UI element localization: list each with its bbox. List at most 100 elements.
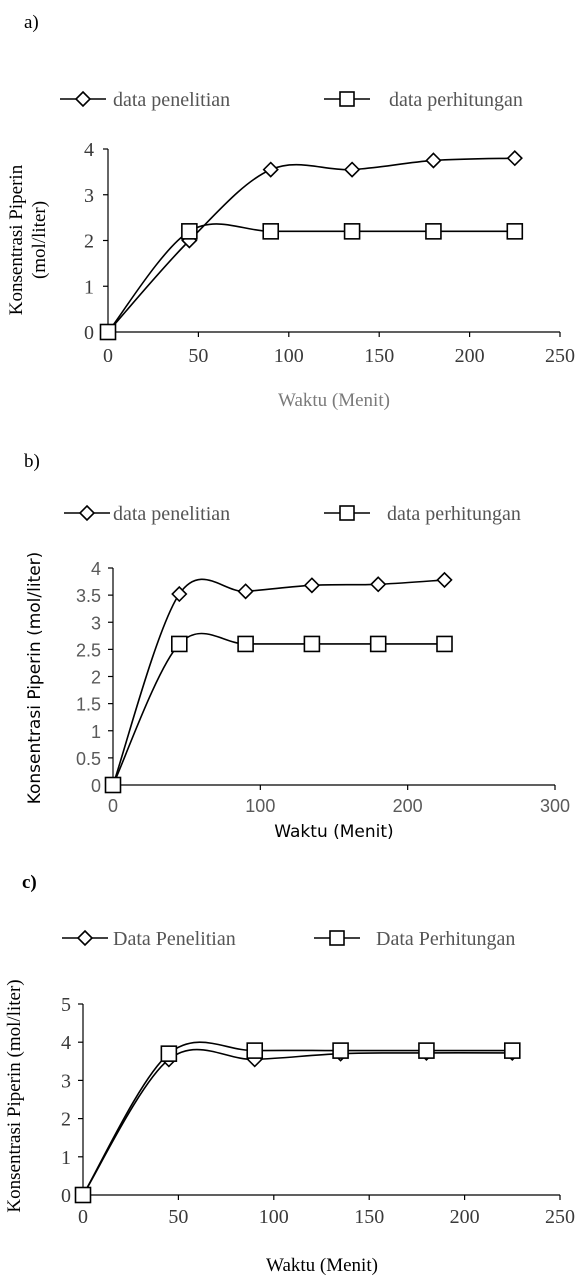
panel-label-a: a) <box>24 12 39 33</box>
x-tick-label: 200 <box>455 345 485 367</box>
y-tick-label: 0 <box>91 776 101 796</box>
data-point-square <box>181 223 198 240</box>
data-point-square <box>418 1042 435 1059</box>
data-point-square <box>246 1042 264 1059</box>
data-point-diamond <box>425 152 442 169</box>
data-point-square <box>343 223 361 240</box>
chart-panel-b: b) data penelitian data perhitungan Kons… <box>24 451 570 842</box>
legend-b: data penelitian data perhitungan <box>64 503 521 525</box>
x-tick-label: 100 <box>274 345 304 367</box>
data-point-square <box>506 223 524 240</box>
x-tick-label: 100 <box>245 796 275 816</box>
data-point-square <box>104 776 122 794</box>
y-tick-label: 1.5 <box>76 695 101 715</box>
x-tick-label: 150 <box>354 1206 384 1228</box>
data-point-diamond <box>262 161 279 178</box>
data-point-diamond <box>436 571 453 589</box>
legend-square-marker-b <box>339 505 355 521</box>
data-point-square <box>74 1186 92 1204</box>
panel-label-c: c) <box>22 872 37 893</box>
series-line-data-perhitungan-b <box>112 632 445 786</box>
series-line-data-penelitian-c <box>82 1048 513 1196</box>
x-tick-label: 200 <box>450 1206 480 1228</box>
data-point-diamond <box>370 576 387 593</box>
legend-label-penelitian-a: data penelitian <box>113 89 230 111</box>
y-axis-title-c: Konsentrasi Piperin (mol/liter) <box>4 979 25 1212</box>
y-tick-label: 3 <box>84 185 94 207</box>
data-point-square <box>369 635 387 653</box>
data-point-square <box>237 635 254 653</box>
data-point-square <box>332 1042 349 1059</box>
series-line-data-penelitian-a <box>107 157 515 333</box>
data-point-square <box>99 323 117 341</box>
legend-label-perhitungan-a: data perhitungan <box>389 89 523 111</box>
data-point-diamond <box>303 577 321 594</box>
y-tick-label: 5 <box>61 994 71 1016</box>
legend-diamond-marker-c <box>76 929 94 947</box>
data-point-square <box>503 1042 521 1059</box>
y-tick-label: 0.5 <box>76 749 101 769</box>
y-axis-title-a-line1: Konsentrasi Piperin <box>6 164 27 315</box>
legend-square-marker-c <box>329 930 345 946</box>
y-tick-label: 0 <box>61 1185 71 1207</box>
y-tick-label: 2 <box>84 231 94 253</box>
series-line-data-perhitungan-c <box>82 1041 513 1196</box>
legend-a: data penelitian data perhitungan <box>60 89 523 111</box>
data-point-diamond <box>506 150 523 167</box>
x-tick-label: 100 <box>259 1206 289 1228</box>
x-tick-label: 0 <box>103 345 113 367</box>
y-axis-title-b: Konsentrasi Piperin (mol/liter) <box>25 552 45 805</box>
x-axis-title-c: Waktu (Menit) <box>266 1255 378 1276</box>
x-tick-label: 250 <box>545 1206 575 1228</box>
chart-panel-c: c) Data Penelitian Data Perhitungan Kons… <box>4 872 575 1276</box>
x-axis-title-a: Waktu (Menit) <box>278 390 390 411</box>
legend-label-penelitian-b: data penelitian <box>113 503 230 525</box>
data-point-diamond <box>171 585 188 603</box>
data-point-diamond <box>237 583 254 600</box>
legend-label-penelitian-c: Data Penelitian <box>113 928 236 950</box>
x-tick-label: 200 <box>393 796 423 816</box>
data-point-square <box>160 1045 178 1062</box>
legend-label-perhitungan-c: Data Perhitungan <box>376 928 515 950</box>
y-tick-label: 3 <box>91 613 101 633</box>
y-tick-label: 1 <box>84 276 94 298</box>
legend-c: Data Penelitian Data Perhitungan <box>62 928 515 950</box>
x-tick-label: 50 <box>188 345 208 367</box>
x-tick-label: 300 <box>540 796 570 816</box>
data-point-square <box>436 635 453 653</box>
y-tick-label: 1 <box>91 722 101 742</box>
data-point-square <box>262 223 280 240</box>
y-tick-label: 2 <box>61 1109 71 1131</box>
legend-diamond-marker-a <box>74 90 92 108</box>
plot-area-a: 0 1 2 3 4 0 50 100 150 200 250 <box>84 139 575 367</box>
y-tick-label: 3.5 <box>76 586 101 606</box>
series-line-data-perhitungan-a <box>107 223 515 333</box>
plot-area-b: 0 0.5 1 1.5 2 2.5 3 3.5 4 0 100 200 300 <box>76 559 570 816</box>
y-tick-label: 2 <box>91 668 101 688</box>
x-tick-label: 0 <box>78 1206 88 1228</box>
y-tick-label: 4 <box>61 1032 71 1054</box>
x-axis-title-b: Waktu (Menit) <box>274 822 393 842</box>
series-line-data-penelitian-b <box>112 578 445 786</box>
y-axis-title-a-line2: (mol/liter) <box>29 201 50 279</box>
y-tick-label: 3 <box>61 1070 71 1092</box>
x-tick-label: 150 <box>364 345 394 367</box>
data-point-square <box>303 635 321 653</box>
y-tick-label: 4 <box>91 559 101 579</box>
y-tick-label: 2.5 <box>76 640 101 660</box>
legend-diamond-marker-b <box>78 504 96 522</box>
y-tick-label: 1 <box>61 1147 71 1169</box>
chart-panel-a: a) data penelitian data perhitungan Kons… <box>6 12 575 411</box>
y-tick-label: 4 <box>84 139 94 161</box>
x-tick-label: 250 <box>545 345 575 367</box>
x-tick-label: 0 <box>108 796 118 816</box>
data-point-diamond <box>343 161 361 178</box>
data-point-square <box>425 223 442 240</box>
panel-label-b: b) <box>24 451 40 472</box>
x-tick-label: 50 <box>168 1206 188 1228</box>
data-point-square <box>171 635 188 653</box>
legend-square-marker-a <box>339 91 355 107</box>
legend-label-perhitungan-b: data perhitungan <box>387 503 521 525</box>
y-tick-label: 0 <box>84 322 94 344</box>
